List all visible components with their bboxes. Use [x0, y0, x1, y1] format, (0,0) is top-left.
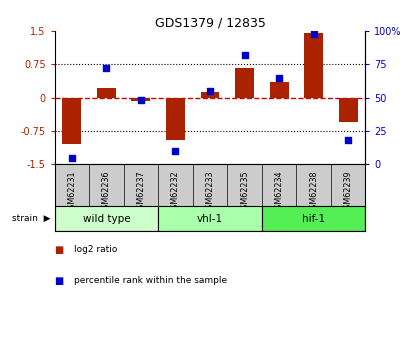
Bar	[55, 206, 158, 231]
Text: GSM62231: GSM62231	[67, 171, 76, 214]
Point	[241, 52, 248, 58]
Text: GSM62234: GSM62234	[275, 171, 284, 214]
Text: GSM62237: GSM62237	[136, 171, 145, 214]
Point	[103, 66, 110, 71]
Bar	[131, 98, 150, 101]
Text: GSM62239: GSM62239	[344, 171, 353, 214]
Bar	[262, 206, 365, 231]
Text: hif-1: hif-1	[302, 214, 325, 224]
Bar	[158, 206, 262, 231]
Bar	[63, 98, 81, 145]
Title: GDS1379 / 12835: GDS1379 / 12835	[155, 17, 265, 30]
Text: GSM62233: GSM62233	[205, 171, 215, 214]
Text: percentile rank within the sample: percentile rank within the sample	[74, 276, 227, 285]
Bar	[166, 98, 185, 140]
Point	[345, 138, 352, 143]
Bar	[235, 68, 254, 98]
Text: GSM62232: GSM62232	[171, 171, 180, 214]
Text: ■: ■	[55, 276, 64, 286]
Text: vhl-1: vhl-1	[197, 214, 223, 224]
Text: ■: ■	[55, 245, 64, 255]
Point	[276, 75, 282, 80]
Text: wild type: wild type	[83, 214, 130, 224]
Point	[207, 88, 213, 94]
Point	[172, 148, 179, 154]
Text: GSM62235: GSM62235	[240, 171, 249, 214]
Point	[310, 31, 317, 37]
Bar	[304, 33, 323, 98]
Bar	[270, 82, 289, 98]
Text: log2 ratio: log2 ratio	[74, 245, 117, 254]
Point	[68, 155, 75, 160]
Point	[138, 98, 144, 103]
Text: strain  ▶: strain ▶	[12, 214, 50, 223]
Bar	[97, 88, 116, 98]
Bar	[339, 98, 357, 122]
Text: GSM62236: GSM62236	[102, 171, 111, 214]
Text: GSM62238: GSM62238	[309, 171, 318, 214]
Bar	[200, 92, 220, 98]
